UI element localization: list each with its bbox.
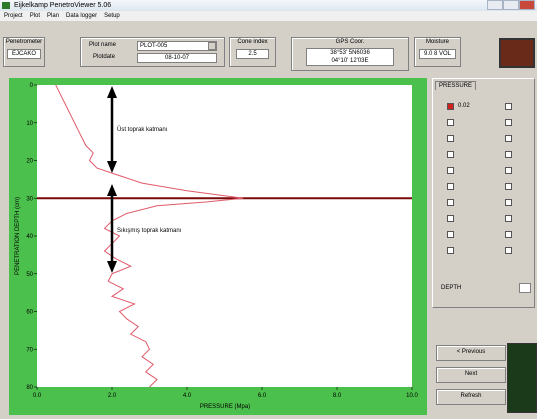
y-tick-label: 10 [26, 121, 33, 127]
penetrometer-group: Penetrometer EJCAKO [3, 37, 45, 67]
checkbox[interactable] [505, 103, 512, 110]
tab[interactable]: PRESSURE [435, 81, 477, 90]
x-tick-label: 2.0 [108, 393, 117, 399]
plot-area [37, 85, 412, 387]
label: Plot name [89, 42, 117, 48]
label: GPS Coor. [335, 39, 365, 45]
pressure-panel: PRESSURE 0.02 DEPTH [432, 78, 535, 308]
field: 08-10-07 [137, 53, 217, 63]
x-tick-label: 6.0 [258, 393, 267, 399]
plot-group: Plot name PLOT-005 Plotdate 08-10-07 [80, 37, 225, 67]
checkbox[interactable] [447, 215, 454, 222]
map-thumbnail [507, 343, 537, 413]
device-image [499, 38, 535, 68]
arrow-head [107, 184, 117, 196]
gps-line: 04°10' 12'03E [331, 58, 369, 64]
title-bar: Eijkelkamp PenetroViewer 5.06 [0, 0, 537, 11]
checkbox[interactable] [447, 119, 454, 126]
field: 2.5 [236, 49, 269, 59]
field: 9.0 8 VOL [419, 49, 456, 59]
checkbox[interactable] [505, 167, 512, 174]
arrow-head [107, 161, 117, 173]
annotation: Sıkışmış toprak katmanı [117, 228, 182, 234]
y-axis-label: PENETRATION DEPTH (cm) [15, 197, 21, 275]
checkbox[interactable] [447, 103, 454, 110]
label: Cone index [237, 39, 268, 45]
x-tick-label: 0.0 [33, 393, 42, 399]
label: Plotdate [93, 54, 116, 60]
x-tick-label: 10.0 [406, 393, 418, 399]
checkbox[interactable] [447, 199, 454, 206]
x-tick-label: 4.0 [183, 393, 192, 399]
arrow-head [107, 86, 117, 98]
label: Penetrometer [5, 39, 43, 45]
plot-dropdown[interactable]: PLOT-005 [137, 41, 217, 51]
y-tick-label: 40 [26, 234, 33, 240]
checkbox[interactable] [505, 183, 512, 190]
arrow-head [107, 261, 117, 273]
app-icon [2, 2, 10, 9]
y-tick-label: 70 [26, 347, 33, 353]
button[interactable]: Next [436, 367, 506, 383]
checkbox-value: 0.02 [458, 103, 470, 109]
checkbox[interactable] [505, 135, 512, 142]
label: Moisture [425, 39, 449, 45]
field: 38°53' 5N6036 04°10' 12'03E [306, 48, 394, 66]
menu-item[interactable]: Setup [104, 13, 120, 19]
y-tick-label: 50 [26, 272, 33, 278]
y-tick-label: 30 [26, 196, 33, 202]
field: EJCAKO [7, 49, 41, 59]
depth-label: DEPTH [441, 285, 462, 291]
chart: PRESSURE (Mpa) PENETRATION DEPTH (cm) 0 1… [9, 78, 427, 415]
menu-item[interactable]: Project [4, 13, 23, 19]
cone-group: Cone index 2.5 [229, 37, 276, 67]
checkbox[interactable] [447, 183, 454, 190]
checkbox[interactable] [505, 247, 512, 254]
gps-group: GPS Coor. 38°53' 5N6036 04°10' 12'03E [291, 37, 409, 71]
depth-field [519, 283, 531, 293]
menu-item[interactable]: Plan [47, 13, 60, 19]
menu-item[interactable]: Plot [29, 13, 41, 19]
checkbox[interactable] [505, 215, 512, 222]
button[interactable]: < Previous [436, 345, 506, 361]
dropdown-arrow[interactable] [208, 42, 216, 50]
checkbox[interactable] [447, 167, 454, 174]
checkbox[interactable] [447, 247, 454, 254]
menu-item[interactable]: Data logger [66, 13, 98, 19]
checkbox[interactable] [447, 231, 454, 238]
maximize-button[interactable] [503, 0, 519, 10]
checkbox[interactable] [505, 151, 512, 158]
menu-bar: Project Plot Plan Data logger Setup [0, 11, 537, 21]
y-tick-label: 20 [26, 159, 33, 165]
y-tick-label: 0 [30, 83, 34, 89]
y-tick-label: 60 [26, 310, 33, 316]
x-axis-label: PRESSURE (Mpa) [200, 404, 250, 410]
button[interactable]: Refresh [436, 389, 506, 405]
y-tick-label: 80 [26, 385, 33, 391]
minimize-button[interactable] [487, 0, 503, 10]
checkbox[interactable] [505, 199, 512, 206]
x-tick-label: 8.0 [333, 393, 342, 399]
checkbox[interactable] [505, 231, 512, 238]
moisture-group: Moisture 9.0 8 VOL [414, 37, 461, 67]
window-title: Eijkelkamp PenetroViewer 5.06 [14, 2, 112, 9]
close-button[interactable] [519, 0, 535, 10]
gps-line: 38°53' 5N6036 [330, 50, 370, 56]
checkbox[interactable] [447, 151, 454, 158]
annotation-arrows [107, 86, 117, 273]
checkbox[interactable] [505, 119, 512, 126]
checkbox[interactable] [447, 135, 454, 142]
annotation: Üst toprak katmanı [117, 126, 168, 133]
